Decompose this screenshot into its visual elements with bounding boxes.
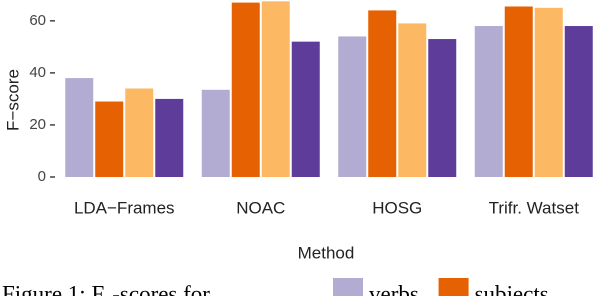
bar [504,6,533,177]
x-tick-label: Trifr. Watset [489,198,580,217]
bar [155,98,184,177]
caption: Figure 1: F₁-scores for [2,281,210,296]
bar [291,41,320,177]
bar [564,26,593,177]
y-tick-label: 20 [29,116,46,133]
y-tick-label: 60 [29,12,46,29]
bar [231,2,260,178]
bar [261,1,290,178]
legend-label: subjects [475,281,549,296]
y-axis-label: F−score [3,69,22,131]
y-tick-label: 40 [29,64,46,81]
legend-swatch [438,278,469,296]
bar [368,10,397,178]
bar [125,88,154,177]
bar [95,101,124,177]
x-tick-label: NOAC [236,198,285,217]
bar [65,78,94,177]
bar [428,39,457,178]
x-tick-label: LDA−Frames [74,198,175,217]
x-tick-label: HOSG [372,198,422,217]
bar [338,36,367,177]
bar [474,26,503,177]
legend-label: verbs, [369,281,425,296]
bar [201,89,230,177]
bar [534,7,563,178]
y-tick-label: 0 [38,168,46,185]
x-axis-label: Method [298,243,355,262]
legend-swatch [333,278,363,296]
bar [398,23,427,178]
